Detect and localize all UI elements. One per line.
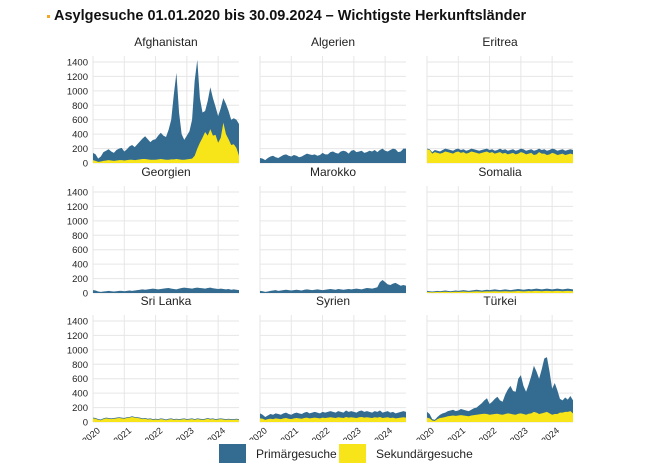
legend: Primärgesuche Sekundärgesuche bbox=[0, 440, 666, 466]
panel-title-t-rkei: Türkei bbox=[483, 294, 516, 308]
small-multiples-chart: Afghanistan 0 200 400 600 800 1000 1200 1400 Alge… bbox=[67, 35, 573, 440]
x-tick-label: 2020 bbox=[414, 425, 436, 440]
x-tick-label: 2024 bbox=[372, 425, 394, 440]
panel-title-georgien: Georgien bbox=[141, 165, 190, 179]
y-tick-label: 1400 bbox=[67, 188, 88, 199]
y-tick-label: 200 bbox=[72, 144, 88, 155]
y-tick-label: 0 bbox=[83, 159, 88, 170]
y-tick-label: 1400 bbox=[67, 317, 88, 328]
y-tick-label: 1200 bbox=[67, 72, 88, 83]
y-tick-label: 0 bbox=[83, 289, 88, 300]
y-tick-label: 600 bbox=[72, 245, 88, 256]
y-tick-label: 400 bbox=[72, 389, 88, 400]
y-tick-label: 400 bbox=[72, 260, 88, 271]
x-tick-label: 2021 bbox=[111, 425, 133, 440]
y-tick-label: 800 bbox=[72, 360, 88, 371]
x-tick-label: 2023 bbox=[174, 425, 196, 440]
y-tick-label: 400 bbox=[72, 130, 88, 141]
panel-title-syrien: Syrien bbox=[316, 294, 350, 308]
legend-label-primary: Primärgesuche bbox=[256, 446, 337, 461]
area-secondary-t-rkei bbox=[427, 411, 573, 422]
x-tick-label: 2021 bbox=[445, 425, 467, 440]
x-tick-label: 2022 bbox=[477, 425, 499, 440]
y-tick-label: 800 bbox=[72, 101, 88, 112]
x-tick-label: 2023 bbox=[508, 425, 530, 440]
x-tick-label: 2020 bbox=[247, 425, 269, 440]
y-tick-label: 1200 bbox=[67, 331, 88, 342]
y-tick-label: 800 bbox=[72, 231, 88, 242]
area-secondary-afghanistan bbox=[93, 122, 239, 163]
area-primary-afghanistan bbox=[93, 59, 239, 164]
x-tick-label: 2023 bbox=[341, 425, 363, 440]
x-tick-label: 2024 bbox=[205, 425, 227, 440]
y-tick-label: 1400 bbox=[67, 58, 88, 69]
panel-title-eritrea: Eritrea bbox=[482, 35, 518, 49]
legend-swatch-secondary bbox=[339, 444, 366, 463]
y-tick-label: 200 bbox=[72, 274, 88, 285]
area-secondary-syrien bbox=[260, 416, 406, 422]
panel-title-somalia: Somalia bbox=[478, 165, 522, 179]
legend-label-secondary: Sekundärgesuche bbox=[376, 446, 473, 461]
legend-item-primary: Primärgesuche bbox=[219, 444, 337, 463]
y-tick-label: 600 bbox=[72, 115, 88, 126]
area-primary-algerien bbox=[260, 148, 406, 163]
area-primary-georgien bbox=[93, 287, 239, 293]
x-tick-label: 2021 bbox=[278, 425, 300, 440]
area-primary-marokko bbox=[260, 280, 406, 293]
area-secondary-eritrea bbox=[427, 149, 573, 163]
chart-title: Asylgesuche 01.01.2020 bis 30.09.2024 – … bbox=[54, 8, 527, 24]
area-secondary-somalia bbox=[427, 290, 573, 293]
panel-title-marokko: Marokko bbox=[310, 165, 356, 179]
panel-title-afghanistan: Afghanistan bbox=[134, 35, 197, 49]
y-tick-label: 0 bbox=[83, 418, 88, 429]
y-tick-label: 1000 bbox=[67, 216, 88, 227]
y-tick-label: 600 bbox=[72, 374, 88, 385]
area-secondary-sri-lanka bbox=[93, 416, 239, 422]
panel-title-algerien: Algerien bbox=[311, 35, 355, 49]
y-tick-label: 200 bbox=[72, 403, 88, 414]
legend-swatch-primary bbox=[219, 444, 246, 463]
x-tick-label: 2022 bbox=[143, 425, 165, 440]
panel-title-sri-lanka: Sri Lanka bbox=[141, 294, 192, 308]
area-primary-t-rkei bbox=[427, 357, 573, 422]
x-tick-label: 2022 bbox=[310, 425, 332, 440]
x-tick-label: 2024 bbox=[539, 425, 561, 440]
title-marker bbox=[47, 15, 50, 18]
y-tick-label: 1000 bbox=[67, 345, 88, 356]
y-tick-label: 1000 bbox=[67, 86, 88, 97]
y-tick-label: 1200 bbox=[67, 202, 88, 213]
legend-item-secondary: Sekundärgesuche bbox=[339, 444, 473, 463]
